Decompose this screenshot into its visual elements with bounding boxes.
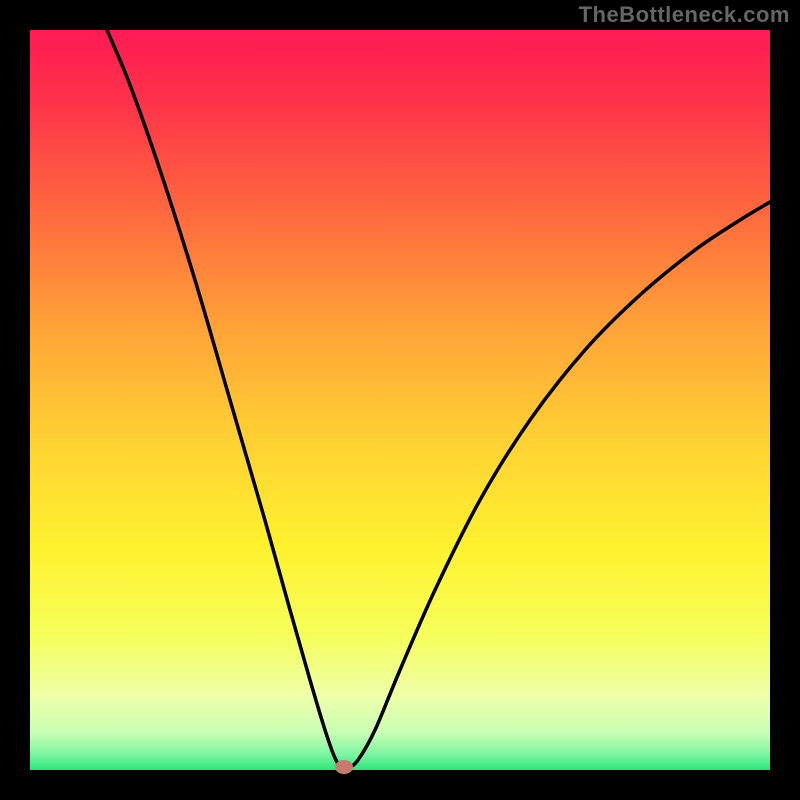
bottleneck-curve [107, 30, 770, 769]
optimal-point-marker [335, 760, 353, 774]
frame-bottom [0, 770, 800, 800]
watermark-text: TheBottleneck.com [579, 2, 790, 28]
frame-right [770, 0, 800, 800]
chart-container: TheBottleneck.com [0, 0, 800, 800]
bottleneck-curve-svg [0, 0, 800, 800]
frame-left [0, 0, 30, 800]
